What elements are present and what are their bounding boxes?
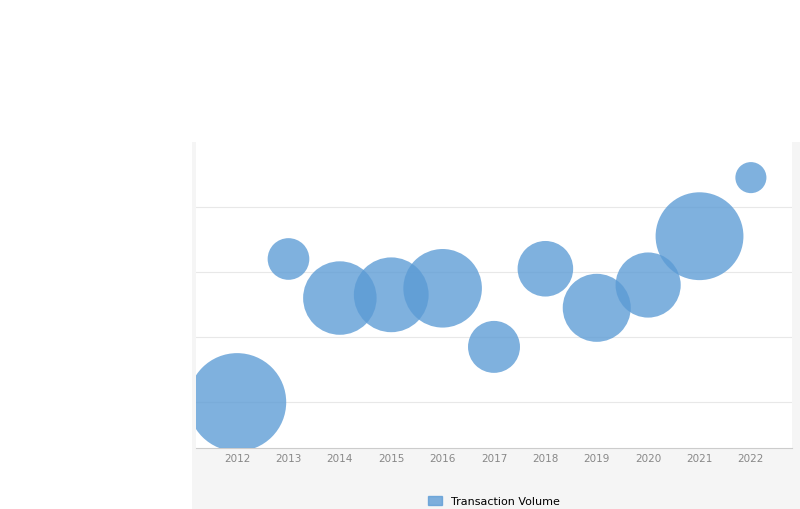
Text: | Bubble Spread: | Bubble Spread (196, 119, 285, 130)
Point (642, 281, 654, 290)
Point (385, 291, 398, 299)
Point (590, 304, 603, 313)
Legend: Transaction Volume: Transaction Volume (429, 496, 559, 506)
Point (334, 294, 346, 302)
Point (693, 233, 706, 241)
Point (745, 174, 758, 182)
Point (282, 256, 295, 264)
Point (230, 399, 243, 407)
Point (539, 265, 552, 273)
Point (487, 343, 500, 351)
Point (436, 285, 449, 293)
